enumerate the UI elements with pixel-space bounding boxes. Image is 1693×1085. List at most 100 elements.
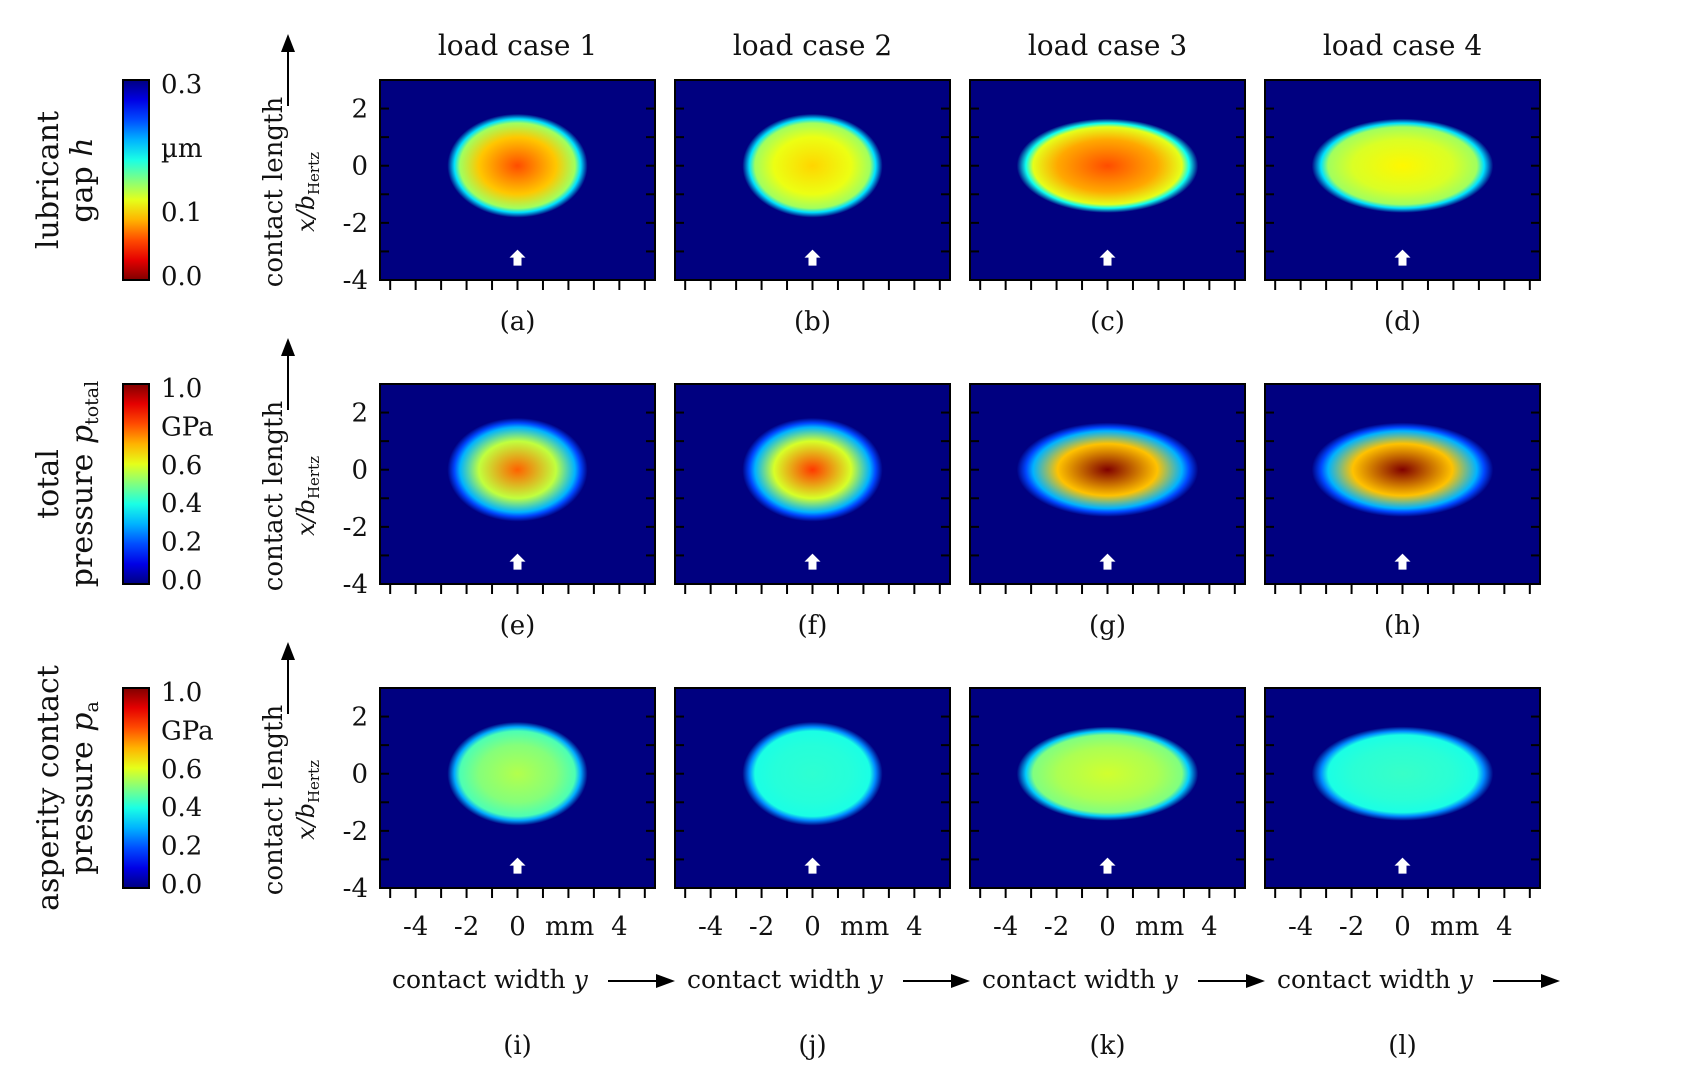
y-axis-title: contact length [259, 705, 289, 896]
y-axis-label: contact length x/bHertz [259, 97, 323, 288]
flow-arrow-icon [804, 857, 821, 874]
contact-area [1311, 422, 1494, 517]
x-tick-label: -4 [993, 912, 1018, 942]
heatmap-panel: (d) [1264, 79, 1541, 337]
quantity-label-line: gap h [65, 137, 100, 222]
flow-arrow-icon [509, 857, 526, 874]
panel-label: (k) [1089, 1031, 1125, 1061]
heatmap-panel: (c) [969, 79, 1246, 337]
panel-label: (i) [503, 1031, 532, 1061]
panel-label: (j) [798, 1031, 826, 1061]
x-tick-label: -2 [749, 912, 774, 942]
flow-arrow-icon [1394, 857, 1411, 874]
flow-arrow-icon [1099, 553, 1116, 570]
panel-label: (f) [798, 611, 828, 641]
quantity-label-line: asperity contact [31, 665, 66, 911]
panel-label: (g) [1089, 611, 1126, 641]
heatmap-panel: (h) [1264, 383, 1541, 641]
y-axis-title: contact length [259, 97, 289, 288]
quantity-label: total pressure ptotal [31, 381, 103, 587]
flow-arrow-icon [1394, 553, 1411, 570]
heatmap-panel: (k) -4 -2 0 mm 4 contact width y [969, 687, 1265, 1061]
x-tick-label: 0 [509, 912, 526, 942]
y-tick-label: 2 [351, 95, 368, 125]
x-tick-label: 4 [906, 912, 923, 942]
y-axis-variable: x/bHertz [292, 152, 323, 232]
contact-area [1016, 118, 1199, 213]
x-tick-label: -2 [454, 912, 479, 942]
arrow-head-icon [951, 974, 970, 988]
contact-area [742, 417, 883, 522]
arrow-head-icon [1541, 974, 1560, 988]
colorbar-tick-label: 1.0 [161, 374, 202, 404]
panel-label: (d) [1384, 307, 1421, 337]
x-axis-label: contact width y [1277, 965, 1474, 994]
quantity-label: asperity contact pressure pa [31, 665, 103, 911]
colorbar-tick-label: 0.4 [161, 793, 202, 823]
flow-arrow-icon [509, 553, 526, 570]
colorbar [122, 383, 150, 585]
colorbar-tick-label: µm [161, 134, 203, 164]
quantity-label-line: lubricant [31, 111, 66, 249]
colorbar-tick-label: 0.0 [161, 566, 202, 596]
heatmap-panel: (f) [674, 383, 951, 641]
colorbar-tick-label: GPa [161, 412, 214, 442]
column-titles: load case 1 load case 2 load case 3 load ca… [438, 29, 1482, 62]
colorbar-tick-label: 0.1 [161, 198, 202, 228]
x-tick-label: 4 [611, 912, 628, 942]
column-title: load case 1 [438, 29, 597, 62]
x-tick-label: 0 [1394, 912, 1411, 942]
y-axis-label: contact length x/bHertz [259, 705, 323, 896]
y-axis-variable: x/bHertz [292, 760, 323, 840]
contact-area [1016, 422, 1199, 517]
y-axis-variable: x/bHertz [292, 456, 323, 536]
y-tick-label: -4 [343, 874, 368, 904]
y-tick-label: 0 [351, 152, 368, 182]
arrow-head-icon [656, 974, 675, 988]
contact-area [742, 113, 883, 218]
x-axis-label: contact width y [982, 965, 1179, 994]
x-tick-label: mm [840, 912, 889, 942]
colorbar [122, 687, 150, 889]
y-axis-label: contact length x/bHertz [259, 401, 323, 592]
flow-arrow-icon [1394, 249, 1411, 266]
contact-area [447, 721, 588, 826]
heatmap-panel: 2 0 -2 -4 (i) -4 -2 0 mm 4 contact width y [343, 687, 675, 1061]
row-quantity-labels: lubricant gap h total pressure ptotal asperi… [31, 111, 103, 911]
arrow-head-icon [281, 642, 295, 660]
flow-arrow-icon [804, 553, 821, 570]
heatmap-panel: (b) [674, 79, 951, 337]
contact-area [1311, 118, 1494, 213]
quantity-label: lubricant gap h [31, 111, 100, 249]
contact-area [447, 417, 588, 522]
colorbars: 0.3 µm 0.1 0.0 1.0 GPa 0.6 0.4 0.2 0.0 1.0 GPa 0.6 0.… [122, 70, 214, 900]
x-tick-label: mm [545, 912, 594, 942]
colorbar-tick-label: 0.4 [161, 489, 202, 519]
heatmap-panel: (j) -4 -2 0 mm 4 contact width y [674, 687, 970, 1061]
arrow-head-icon [281, 338, 295, 356]
arrow-head-icon [281, 34, 295, 52]
x-axis-label: contact width y [687, 965, 884, 994]
flow-arrow-icon [804, 249, 821, 266]
colorbar-tick-label: 0.6 [161, 451, 202, 481]
colorbar [122, 79, 150, 281]
colorbar-tick-label: 0.6 [161, 755, 202, 785]
contact-area [1311, 726, 1494, 821]
x-tick-label: 0 [804, 912, 821, 942]
column-title: load case 4 [1323, 29, 1482, 62]
column-title: load case 3 [1028, 29, 1187, 62]
panel-label: (b) [794, 307, 831, 337]
x-tick-label: -2 [1339, 912, 1364, 942]
colorbar-tick-label: 1.0 [161, 678, 202, 708]
panel-label: (a) [500, 307, 536, 337]
colorbar-tick-label: 0.0 [161, 870, 202, 900]
panel-label: (h) [1384, 611, 1421, 641]
x-tick-label: 4 [1201, 912, 1218, 942]
colorbar-tick-label: 0.2 [161, 528, 202, 558]
x-tick-label: 4 [1496, 912, 1513, 942]
contact-area [742, 721, 883, 826]
y-tick-label: 2 [351, 399, 368, 429]
y-tick-label: -4 [343, 570, 368, 600]
arrow-head-icon [1246, 974, 1265, 988]
